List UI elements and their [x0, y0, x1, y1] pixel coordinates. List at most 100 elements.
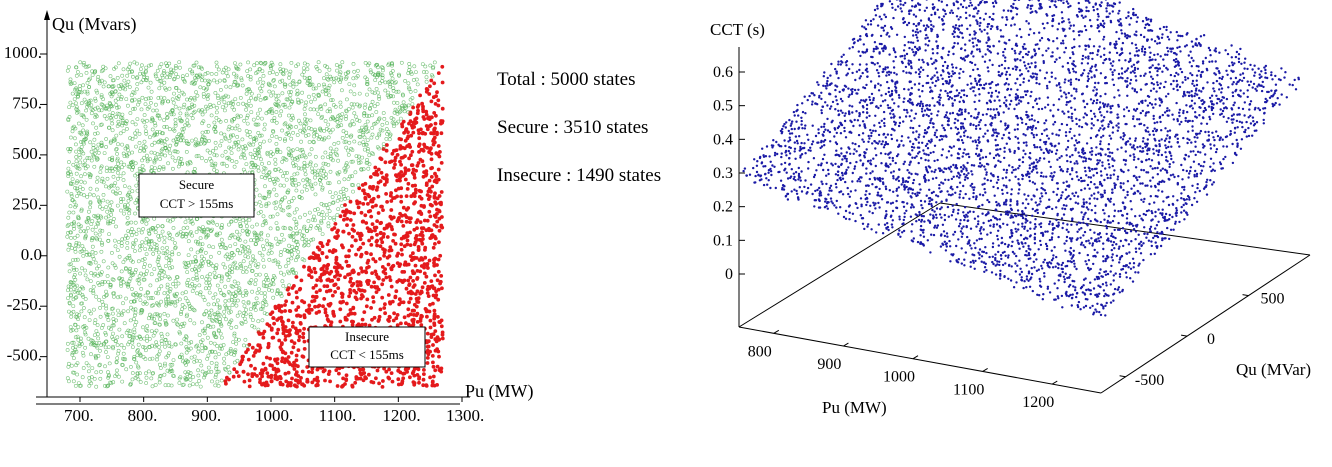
- secure-point: [234, 325, 239, 329]
- secure-point: [287, 75, 292, 80]
- insecure-point: [412, 227, 417, 232]
- insecure-point: [307, 267, 311, 272]
- secure-point: [374, 87, 379, 91]
- secure-point: [225, 164, 229, 168]
- insecure-point: [252, 372, 257, 376]
- secure-point: [113, 244, 118, 249]
- secure-point: [275, 242, 280, 247]
- secure-point: [273, 167, 278, 172]
- secure-point: [99, 102, 104, 107]
- insecure-point: [419, 226, 424, 231]
- secure-point: [121, 129, 126, 134]
- secure-point: [333, 191, 338, 196]
- secure-point: [105, 355, 110, 360]
- secure-point: [78, 160, 83, 165]
- insecure-point: [343, 382, 347, 386]
- secure-point: [69, 314, 74, 319]
- secure-point: [252, 325, 257, 330]
- insecure-point: [403, 177, 408, 182]
- secure-point: [395, 101, 400, 105]
- secure-point: [77, 84, 82, 89]
- secure-point: [409, 72, 414, 76]
- secure-point: [100, 228, 105, 233]
- secure-point: [258, 98, 263, 102]
- secure-point: [295, 255, 300, 260]
- secure-point: [357, 91, 362, 96]
- secure-point: [90, 366, 95, 371]
- insecure-point: [410, 291, 415, 296]
- secure-point: [382, 117, 387, 121]
- secure-point: [213, 91, 218, 95]
- secure-point: [146, 369, 151, 374]
- secure-point: [233, 61, 237, 66]
- secure-point: [278, 169, 283, 174]
- secure-point: [177, 116, 182, 121]
- insecure-point: [318, 241, 323, 245]
- secure-point: [302, 107, 307, 111]
- secure-point: [177, 297, 182, 302]
- insecure-point: [297, 328, 302, 333]
- secure-point: [185, 270, 190, 275]
- secure-point: [260, 83, 265, 88]
- secure-point: [301, 70, 306, 74]
- secure-point: [231, 144, 236, 149]
- secure-point: [238, 155, 243, 160]
- secure-point: [300, 237, 305, 241]
- secure-point: [224, 71, 229, 76]
- secure-point: [352, 111, 357, 116]
- insecure-point: [360, 371, 365, 376]
- secure-point: [208, 272, 213, 277]
- insecure-point: [381, 379, 385, 383]
- secure-point: [266, 201, 271, 206]
- secure-point: [109, 200, 114, 205]
- insecure-point: [424, 183, 429, 188]
- secure-point: [119, 343, 124, 348]
- insecure-point: [268, 312, 273, 316]
- secure-point: [153, 383, 158, 387]
- secure-point: [73, 383, 78, 388]
- secure-point: [101, 198, 106, 203]
- secure-point: [232, 107, 237, 112]
- secure-point: [199, 254, 204, 259]
- secure-point: [338, 70, 343, 75]
- secure-point: [321, 174, 326, 179]
- secure-point: [98, 123, 103, 128]
- secure-point: [254, 201, 258, 206]
- secure-point: [116, 142, 120, 147]
- secure-point: [377, 116, 382, 121]
- secure-point: [215, 283, 220, 288]
- secure-point: [172, 91, 176, 96]
- insecure-point: [378, 230, 383, 235]
- secure-point: [115, 111, 120, 116]
- secure-point: [104, 169, 109, 173]
- secure-point: [157, 362, 162, 367]
- insecure-point: [392, 166, 396, 170]
- secure-point: [210, 263, 215, 268]
- insecure-point: [437, 368, 442, 372]
- secure-point: [89, 352, 93, 357]
- insecure-point: [375, 368, 380, 373]
- insecure-point: [384, 275, 389, 280]
- insecure-point: [440, 80, 445, 85]
- secure-point: [66, 65, 71, 70]
- insecure-point: [367, 323, 372, 328]
- secure-point: [248, 151, 253, 156]
- secure-point: [66, 166, 71, 171]
- insecure-point: [350, 311, 354, 316]
- insecure-point: [394, 316, 399, 321]
- insecure-point: [256, 343, 261, 348]
- secure-point: [303, 172, 308, 177]
- secure-point: [365, 82, 370, 87]
- insecure-point: [287, 292, 291, 297]
- insecure-point: [312, 298, 317, 303]
- secure-point: [190, 233, 195, 238]
- insecure-point: [348, 288, 352, 292]
- secure-point: [207, 244, 212, 249]
- insecure-point: [365, 297, 370, 302]
- insecure-point: [341, 245, 345, 250]
- secure-point: [74, 159, 79, 164]
- secure-point: [143, 293, 148, 298]
- insecure-point: [429, 189, 433, 194]
- secure-point: [89, 158, 94, 163]
- insecure-point: [410, 256, 415, 260]
